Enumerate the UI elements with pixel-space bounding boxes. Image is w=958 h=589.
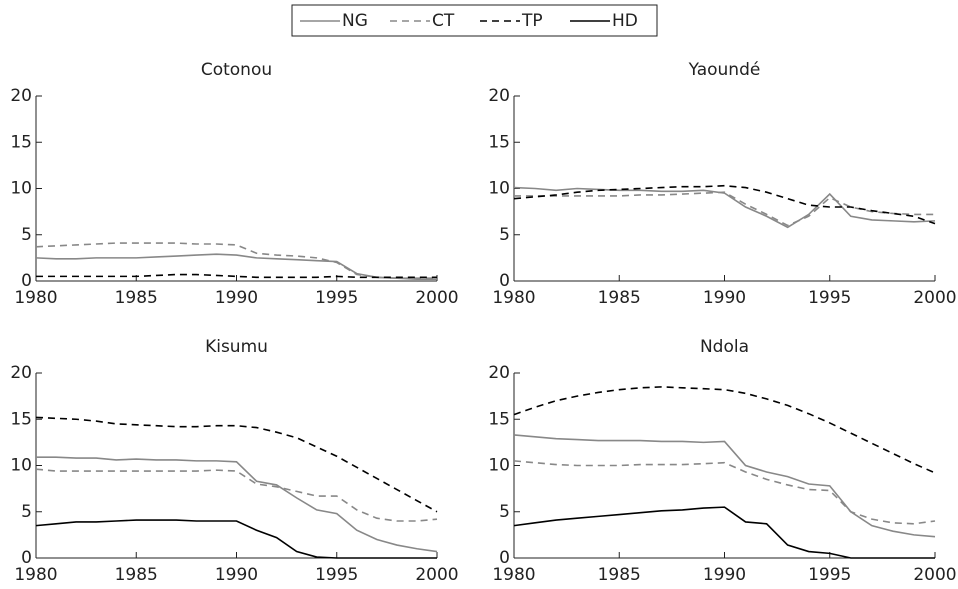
y-tick-label: 5 [21,502,32,522]
y-tick-label: 5 [21,225,32,245]
x-tick-label: 1990 [215,565,258,585]
x-tick-label: 2000 [415,288,458,308]
y-tick-label: 0 [499,271,510,291]
y-tick-label: 0 [499,548,510,568]
chart-title: Yaoundé [688,60,761,80]
legend-label: HD [612,11,638,31]
x-tick-label: 1990 [703,565,746,585]
y-tick-label: 20 [10,86,32,106]
y-tick-label: 10 [488,179,510,199]
y-tick-label: 15 [488,132,510,152]
y-tick-label: 15 [488,409,510,429]
series-line [36,456,438,553]
x-tick-label: 2000 [415,565,458,585]
x-tick-label: 1995 [315,565,358,585]
x-tick-label: 1980 [14,565,57,585]
y-tick-label: 10 [10,179,32,199]
x-tick-label: 1995 [808,288,851,308]
legend-label: CT [432,11,455,31]
series-line [513,186,936,229]
y-tick-label: 10 [10,456,32,476]
x-tick-label: 1995 [808,565,851,585]
legend-label: NG [342,11,368,31]
x-tick-label: 1980 [492,288,535,308]
x-tick-label: 2000 [913,288,956,308]
series-line [35,242,437,280]
series-line [513,434,936,538]
series-line [36,273,437,279]
x-tick-label: 1995 [315,288,358,308]
chart-title: Ndola [700,337,749,357]
x-tick-label: 1985 [115,565,158,585]
x-tick-label: 1980 [492,565,535,585]
y-tick-label: 20 [488,86,510,106]
x-tick-label: 1990 [703,288,746,308]
x-tick-label: 1990 [215,288,258,308]
y-tick-label: 20 [10,363,32,383]
y-tick-label: 5 [499,502,510,522]
chart-title: Kisumu [205,337,268,357]
series-line [513,506,935,559]
y-tick-label: 20 [488,363,510,383]
legend-label: TP [521,11,543,31]
y-tick-label: 0 [21,548,32,568]
y-tick-label: 5 [499,225,510,245]
series-line [35,519,437,559]
legend-box [291,4,658,37]
x-tick-label: 1985 [115,288,158,308]
series-line [35,468,438,522]
series-line [35,416,438,513]
y-tick-label: 0 [21,271,32,291]
chart-title: Cotonou [201,60,272,80]
y-tick-label: 15 [10,409,32,429]
y-tick-label: 15 [10,132,32,152]
series-line [513,460,936,525]
x-tick-label: 1980 [14,288,57,308]
series-line [514,191,935,227]
y-tick-label: 10 [488,456,510,476]
x-tick-label: 1985 [598,565,641,585]
x-tick-label: 2000 [913,565,956,585]
series-line [513,386,936,474]
x-tick-label: 1985 [598,288,641,308]
series-line [513,184,936,225]
